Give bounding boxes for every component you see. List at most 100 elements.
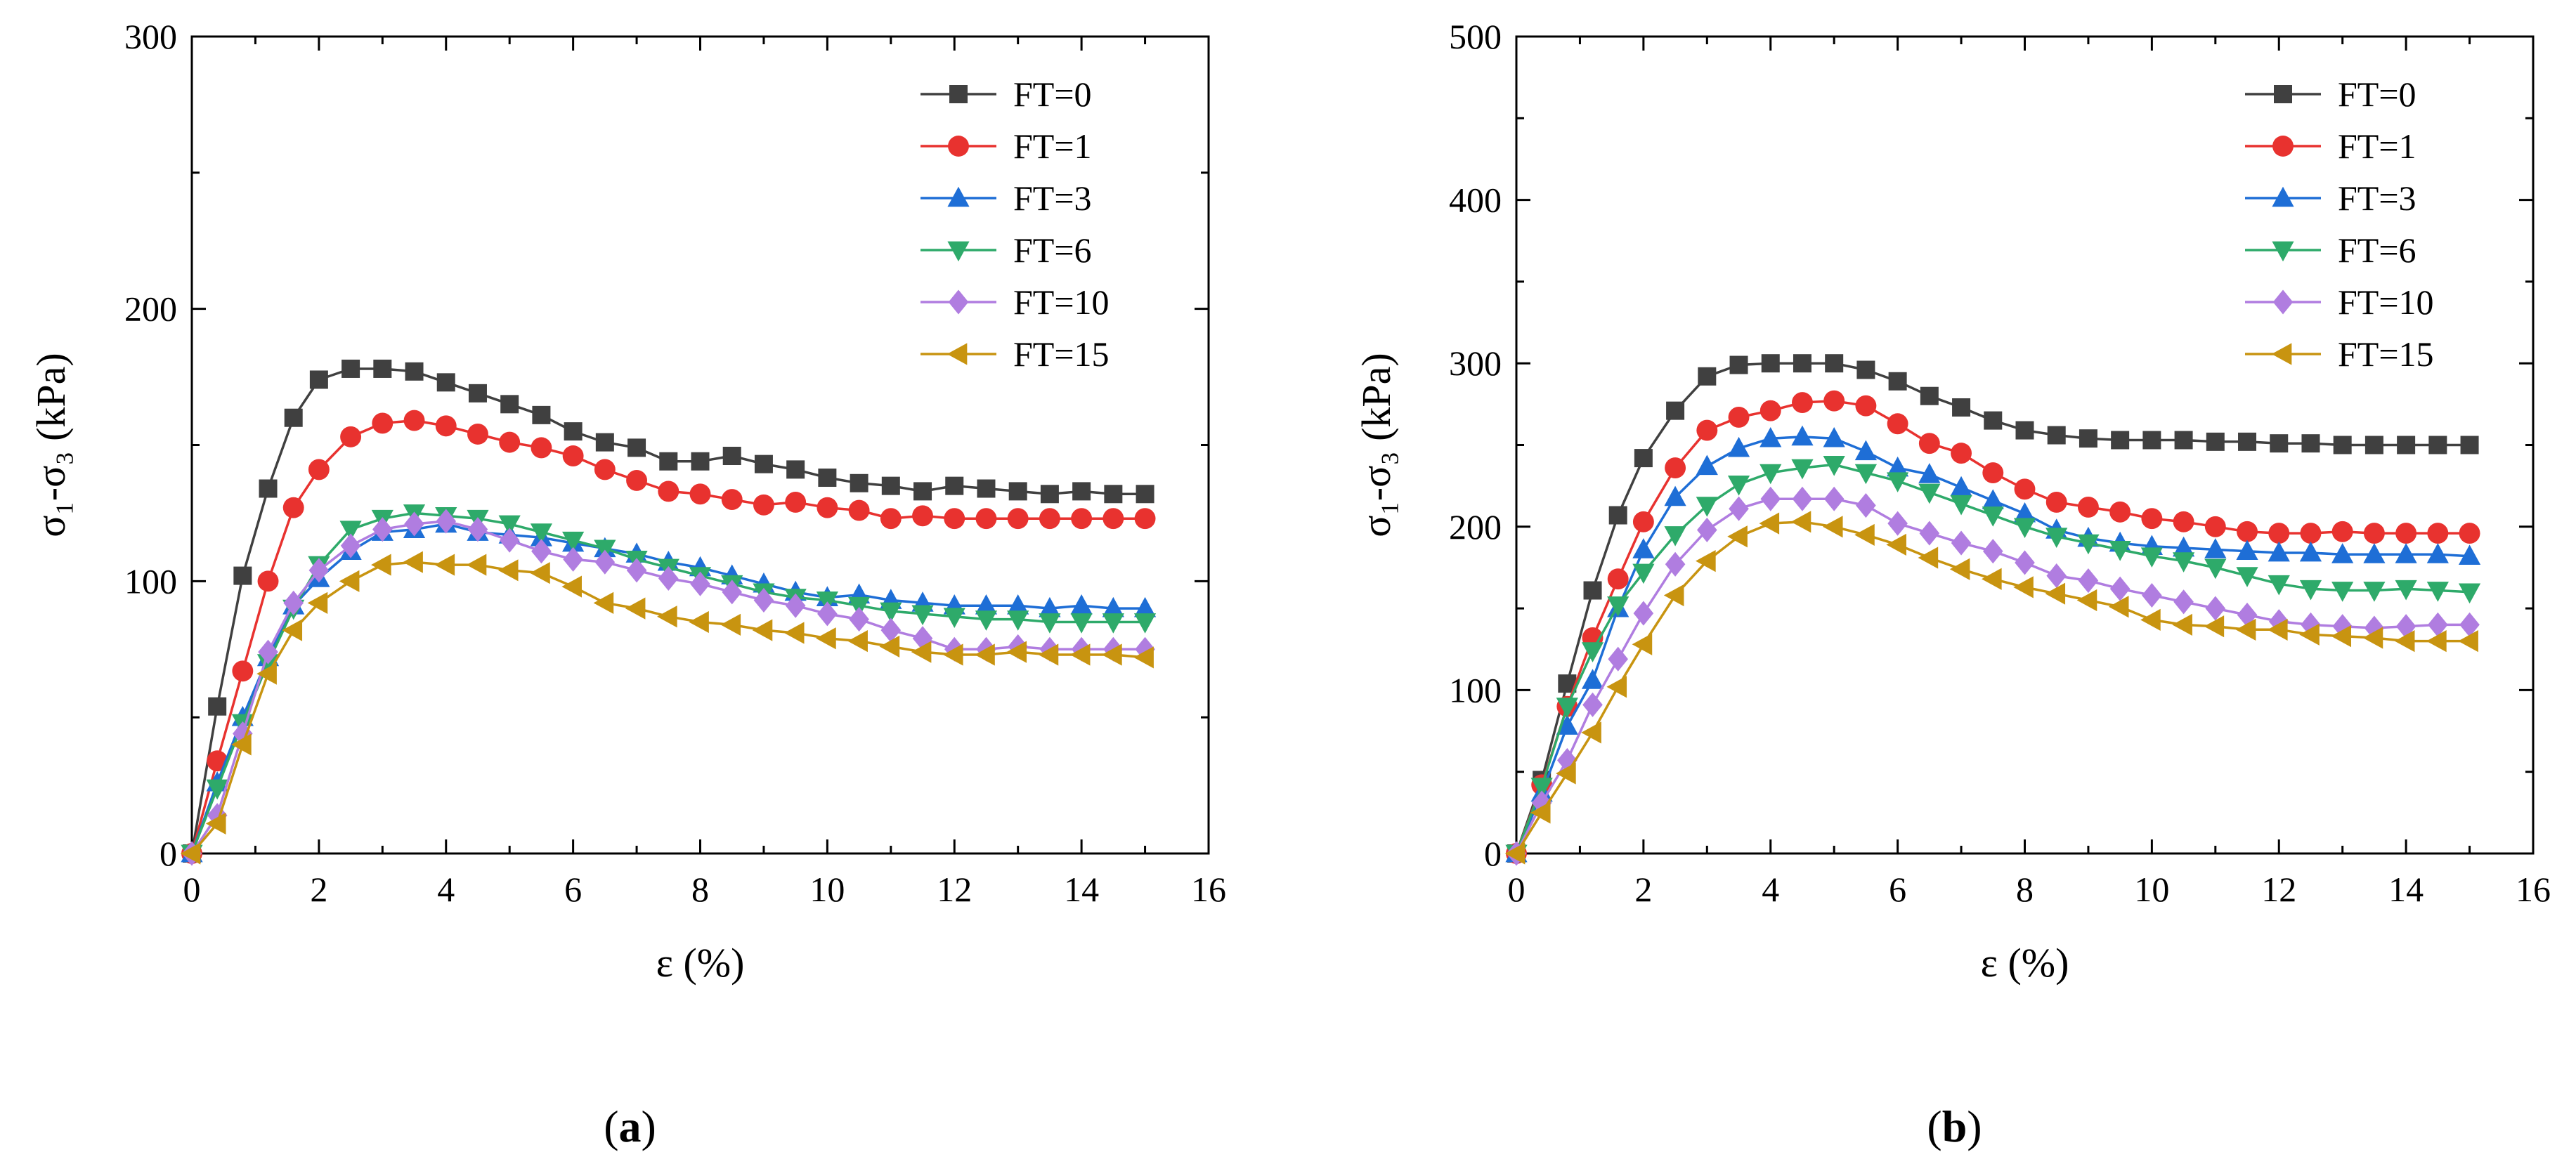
data-point [2460, 436, 2479, 454]
data-point [1759, 512, 1780, 535]
data-point [2238, 432, 2257, 451]
data-point [339, 521, 362, 541]
x-tick-label: 12 [937, 870, 972, 909]
data-point [2109, 576, 2131, 601]
data-point [2428, 436, 2447, 454]
chart-panel-b: 0 2 4 6 8 10 12 14 16 0 100 200 300 400 500 ε (%) σ₁-σ₃ … [1353, 17, 2551, 986]
data-point [2141, 508, 2163, 530]
data-point [1530, 778, 1553, 798]
data-point [2363, 543, 2386, 563]
data-point [206, 779, 228, 800]
data-point [1822, 516, 1843, 538]
data-point [2459, 523, 2480, 544]
data-point [2362, 627, 2383, 649]
data-point [849, 607, 869, 632]
data-point [1761, 354, 1780, 373]
data-point [1607, 596, 1629, 617]
data-point [1070, 594, 1093, 615]
data-point [1664, 485, 1686, 506]
data-point [403, 551, 423, 573]
data-point [1666, 401, 1685, 420]
data-point [626, 558, 647, 583]
data-point [1104, 485, 1123, 504]
y-tick-label: 300 [124, 17, 177, 56]
data-point [1039, 613, 1061, 634]
legend-entry: FT=3 [2338, 178, 2416, 218]
x-tick-label: 8 [2016, 870, 2034, 909]
x-tick-label: 16 [2516, 870, 2551, 909]
data-point [258, 639, 278, 665]
data-point [1069, 643, 1091, 666]
data-point [500, 395, 519, 414]
data-point [911, 641, 932, 663]
x-tick-label: 4 [437, 870, 455, 909]
data-point [2013, 502, 2036, 523]
data-point [753, 587, 774, 613]
data-point [1729, 355, 1748, 374]
data-point [2111, 431, 2130, 450]
data-point [2204, 516, 2226, 537]
data-point [283, 590, 304, 615]
data-point [913, 482, 932, 501]
data-point [1583, 581, 1602, 600]
x-tick-label: 6 [1889, 870, 1906, 909]
legend-entry: FT=0 [2338, 74, 2416, 114]
data-point [2015, 421, 2034, 440]
data-point [2142, 431, 2161, 450]
data-point [817, 601, 838, 627]
data-point [1665, 551, 1686, 577]
series-FT=0 [1507, 354, 2479, 863]
data-point [562, 445, 584, 466]
data-point [880, 617, 902, 643]
data-point [405, 362, 424, 381]
data-point [2046, 563, 2067, 589]
data-point [689, 610, 709, 634]
data-point [754, 454, 773, 473]
data-point [371, 554, 391, 576]
data-point [2045, 582, 2066, 605]
data-point [1854, 440, 1878, 461]
data-point [1950, 476, 1972, 497]
data-point [2013, 518, 2036, 539]
series-line [1515, 521, 2470, 854]
data-point [977, 479, 996, 498]
panel-label: (b) [1927, 1101, 1982, 1151]
data-point [2395, 543, 2417, 563]
data-point [1136, 485, 1154, 504]
data-point [1070, 613, 1093, 634]
data-point [1886, 533, 1906, 556]
data-point [690, 571, 710, 596]
data-point [594, 459, 616, 480]
legend-entry: FT=10 [1013, 282, 1110, 322]
data-point [1823, 456, 1845, 476]
legend-entry: FT=6 [1013, 230, 1092, 270]
data-point [1823, 486, 1845, 511]
legend-entry: FT=6 [2338, 230, 2416, 270]
data-point [1759, 426, 1782, 447]
data-point [1792, 486, 1813, 511]
legend-marker [2274, 85, 2292, 103]
data-point [404, 511, 424, 537]
legend-marker [947, 343, 968, 365]
y-axis-title: σ₁-σ₃ (kPa) [1353, 353, 1399, 537]
data-point [2299, 541, 2322, 562]
data-point [1632, 511, 1654, 532]
data-point [818, 469, 837, 488]
data-point [2458, 630, 2478, 653]
data-point [2300, 523, 2322, 544]
data-point [1135, 636, 1155, 662]
data-point [944, 508, 965, 530]
data-point [2458, 544, 2481, 565]
data-point [1791, 425, 1814, 446]
data-point [2299, 580, 2322, 601]
data-point [1696, 550, 1716, 573]
data-point [1728, 407, 1750, 428]
data-point [2173, 511, 2194, 532]
x-tick-label: 10 [809, 870, 845, 909]
data-point [880, 602, 902, 623]
legend: FT=0 FT=1 FT=3 FT=6 FT=10 FT=15 [921, 74, 1110, 374]
legend-entry: FT=15 [1013, 334, 1110, 374]
x-axis-title: ε (%) [1981, 940, 2069, 986]
x-axis-title: ε (%) [656, 940, 745, 986]
